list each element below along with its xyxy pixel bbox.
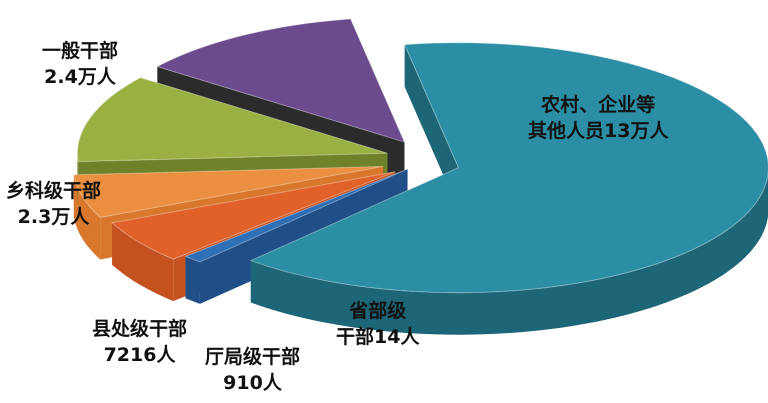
slice-wall-other: [404, 44, 459, 210]
label-other-line2: 其他人员13万人: [528, 120, 669, 142]
label-other-line1: 农村、企业等: [541, 94, 656, 116]
label-township-line1: 乡科级干部: [6, 180, 102, 202]
label-township: 乡科级干部 2.3万人: [6, 178, 101, 230]
slice-top-ministerial: [184, 168, 408, 263]
label-other: 农村、企业等 其他人员13万人: [528, 92, 668, 144]
label-general: 一般干部 2.4万人: [42, 38, 118, 90]
label-ministerial-line2: 干部14人: [336, 326, 420, 348]
label-county-line1: 县处级干部: [92, 318, 188, 340]
slice-side-ministerial: [185, 256, 200, 304]
slice-side-other: [250, 174, 768, 335]
label-bureau-line1: 厅局级干部: [205, 346, 301, 368]
label-bureau-line2: 910人: [223, 372, 282, 394]
label-general-line1: 一般干部: [42, 40, 119, 62]
label-county: 县处级干部 7216人: [92, 316, 187, 368]
label-bureau: 厅局级干部 910人: [205, 344, 300, 396]
label-ministerial: 省部级 干部14人: [336, 298, 419, 350]
slice-top-county: [73, 165, 384, 218]
label-ministerial-line1: 省部级: [349, 300, 407, 322]
slice-top-township: [76, 77, 388, 163]
label-township-line2: 2.3万人: [17, 206, 90, 228]
label-county-line2: 7216人: [103, 344, 176, 366]
slice-top-general: [155, 18, 406, 143]
slice-top-bureau: [111, 171, 396, 260]
slice-side-county: [73, 174, 101, 260]
slice-top-other: [249, 42, 768, 294]
slice-side-bureau: [112, 222, 174, 302]
label-general-line2: 2.4万人: [44, 66, 116, 88]
